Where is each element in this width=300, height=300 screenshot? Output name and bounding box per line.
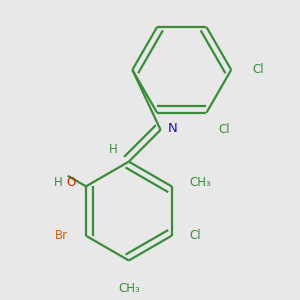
Text: O: O — [66, 176, 75, 189]
Text: H: H — [109, 143, 117, 156]
Text: Cl: Cl — [189, 229, 201, 242]
Text: H: H — [54, 176, 63, 189]
Text: Cl: Cl — [219, 123, 230, 136]
Text: CH₃: CH₃ — [118, 282, 140, 295]
Text: Cl: Cl — [253, 63, 264, 76]
Text: N: N — [168, 122, 177, 135]
Text: Br: Br — [55, 229, 68, 242]
Text: CH₃: CH₃ — [189, 176, 211, 189]
